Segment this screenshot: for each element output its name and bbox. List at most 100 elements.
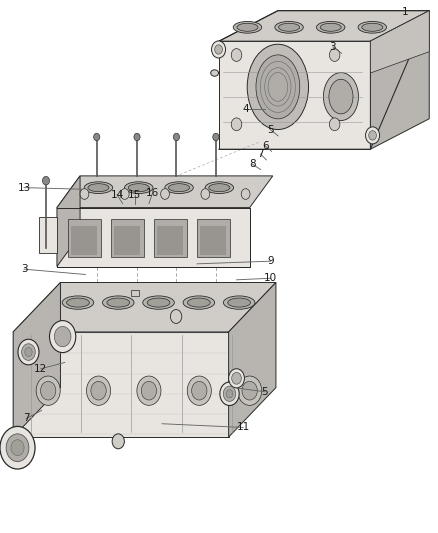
- Text: 10: 10: [264, 273, 277, 283]
- Circle shape: [80, 189, 89, 199]
- Ellipse shape: [192, 382, 207, 400]
- Polygon shape: [68, 220, 101, 257]
- Ellipse shape: [183, 296, 215, 309]
- Circle shape: [25, 348, 32, 357]
- Ellipse shape: [316, 21, 345, 33]
- Ellipse shape: [102, 296, 134, 309]
- Ellipse shape: [143, 296, 174, 309]
- Ellipse shape: [62, 296, 94, 309]
- Circle shape: [18, 339, 39, 365]
- Ellipse shape: [233, 21, 261, 33]
- Circle shape: [11, 440, 24, 456]
- Circle shape: [241, 189, 250, 199]
- Text: 16: 16: [146, 189, 159, 198]
- Text: 9: 9: [267, 256, 274, 266]
- Circle shape: [49, 321, 76, 353]
- Circle shape: [232, 373, 241, 384]
- Text: 7: 7: [23, 414, 30, 423]
- Ellipse shape: [107, 298, 130, 307]
- Text: 15: 15: [128, 190, 141, 199]
- Polygon shape: [219, 41, 371, 149]
- Polygon shape: [219, 11, 429, 41]
- Circle shape: [161, 189, 170, 199]
- Circle shape: [369, 131, 376, 140]
- Circle shape: [173, 133, 180, 141]
- Circle shape: [231, 49, 242, 61]
- Ellipse shape: [205, 182, 233, 193]
- Text: 7: 7: [257, 149, 264, 159]
- Circle shape: [201, 189, 210, 199]
- Text: 12: 12: [34, 364, 47, 374]
- Polygon shape: [13, 332, 229, 437]
- Circle shape: [170, 310, 182, 324]
- Text: 13: 13: [18, 183, 31, 192]
- Polygon shape: [13, 282, 60, 437]
- Ellipse shape: [187, 376, 211, 405]
- Polygon shape: [371, 11, 429, 73]
- Ellipse shape: [41, 382, 56, 400]
- Circle shape: [212, 41, 226, 58]
- Ellipse shape: [237, 376, 262, 405]
- Ellipse shape: [165, 182, 193, 193]
- Polygon shape: [114, 226, 140, 255]
- Text: 5: 5: [267, 125, 274, 134]
- Ellipse shape: [323, 72, 358, 120]
- Ellipse shape: [187, 298, 210, 307]
- Polygon shape: [13, 282, 276, 332]
- Circle shape: [220, 382, 239, 406]
- Ellipse shape: [91, 382, 106, 400]
- Polygon shape: [131, 290, 139, 296]
- Polygon shape: [57, 176, 80, 266]
- Circle shape: [21, 344, 35, 360]
- Ellipse shape: [358, 21, 387, 33]
- Polygon shape: [39, 216, 57, 253]
- Ellipse shape: [228, 298, 251, 307]
- Circle shape: [54, 326, 71, 347]
- Circle shape: [94, 133, 100, 141]
- Circle shape: [366, 127, 380, 144]
- Ellipse shape: [169, 184, 190, 192]
- Circle shape: [120, 189, 129, 199]
- Polygon shape: [157, 226, 183, 255]
- Ellipse shape: [128, 184, 149, 192]
- Text: 11: 11: [237, 423, 250, 432]
- Text: 14: 14: [110, 190, 124, 199]
- Ellipse shape: [84, 182, 113, 193]
- Ellipse shape: [279, 23, 300, 31]
- Text: 4: 4: [242, 104, 249, 114]
- Circle shape: [329, 49, 340, 61]
- Polygon shape: [197, 220, 230, 257]
- Text: 8: 8: [249, 159, 256, 169]
- Circle shape: [223, 386, 236, 401]
- Ellipse shape: [86, 376, 110, 405]
- Ellipse shape: [320, 23, 341, 31]
- Ellipse shape: [124, 182, 153, 193]
- Ellipse shape: [211, 70, 219, 76]
- Ellipse shape: [141, 382, 157, 400]
- Circle shape: [213, 133, 219, 141]
- Circle shape: [134, 133, 140, 141]
- Circle shape: [229, 369, 244, 388]
- Polygon shape: [71, 226, 97, 255]
- Ellipse shape: [209, 184, 230, 192]
- Circle shape: [42, 176, 49, 185]
- Ellipse shape: [362, 23, 383, 31]
- Circle shape: [0, 426, 35, 469]
- Ellipse shape: [36, 376, 60, 405]
- Ellipse shape: [88, 184, 109, 192]
- Polygon shape: [57, 176, 273, 207]
- Circle shape: [231, 118, 242, 131]
- Ellipse shape: [242, 382, 258, 400]
- Circle shape: [215, 45, 223, 54]
- Ellipse shape: [223, 296, 255, 309]
- Polygon shape: [57, 207, 250, 266]
- Polygon shape: [229, 282, 276, 437]
- Text: 3: 3: [329, 42, 336, 52]
- Ellipse shape: [67, 298, 89, 307]
- Text: 1: 1: [402, 7, 409, 17]
- Ellipse shape: [247, 44, 308, 130]
- Polygon shape: [200, 226, 226, 255]
- Ellipse shape: [256, 55, 300, 119]
- Text: 6: 6: [262, 141, 269, 151]
- Text: 5: 5: [261, 387, 268, 397]
